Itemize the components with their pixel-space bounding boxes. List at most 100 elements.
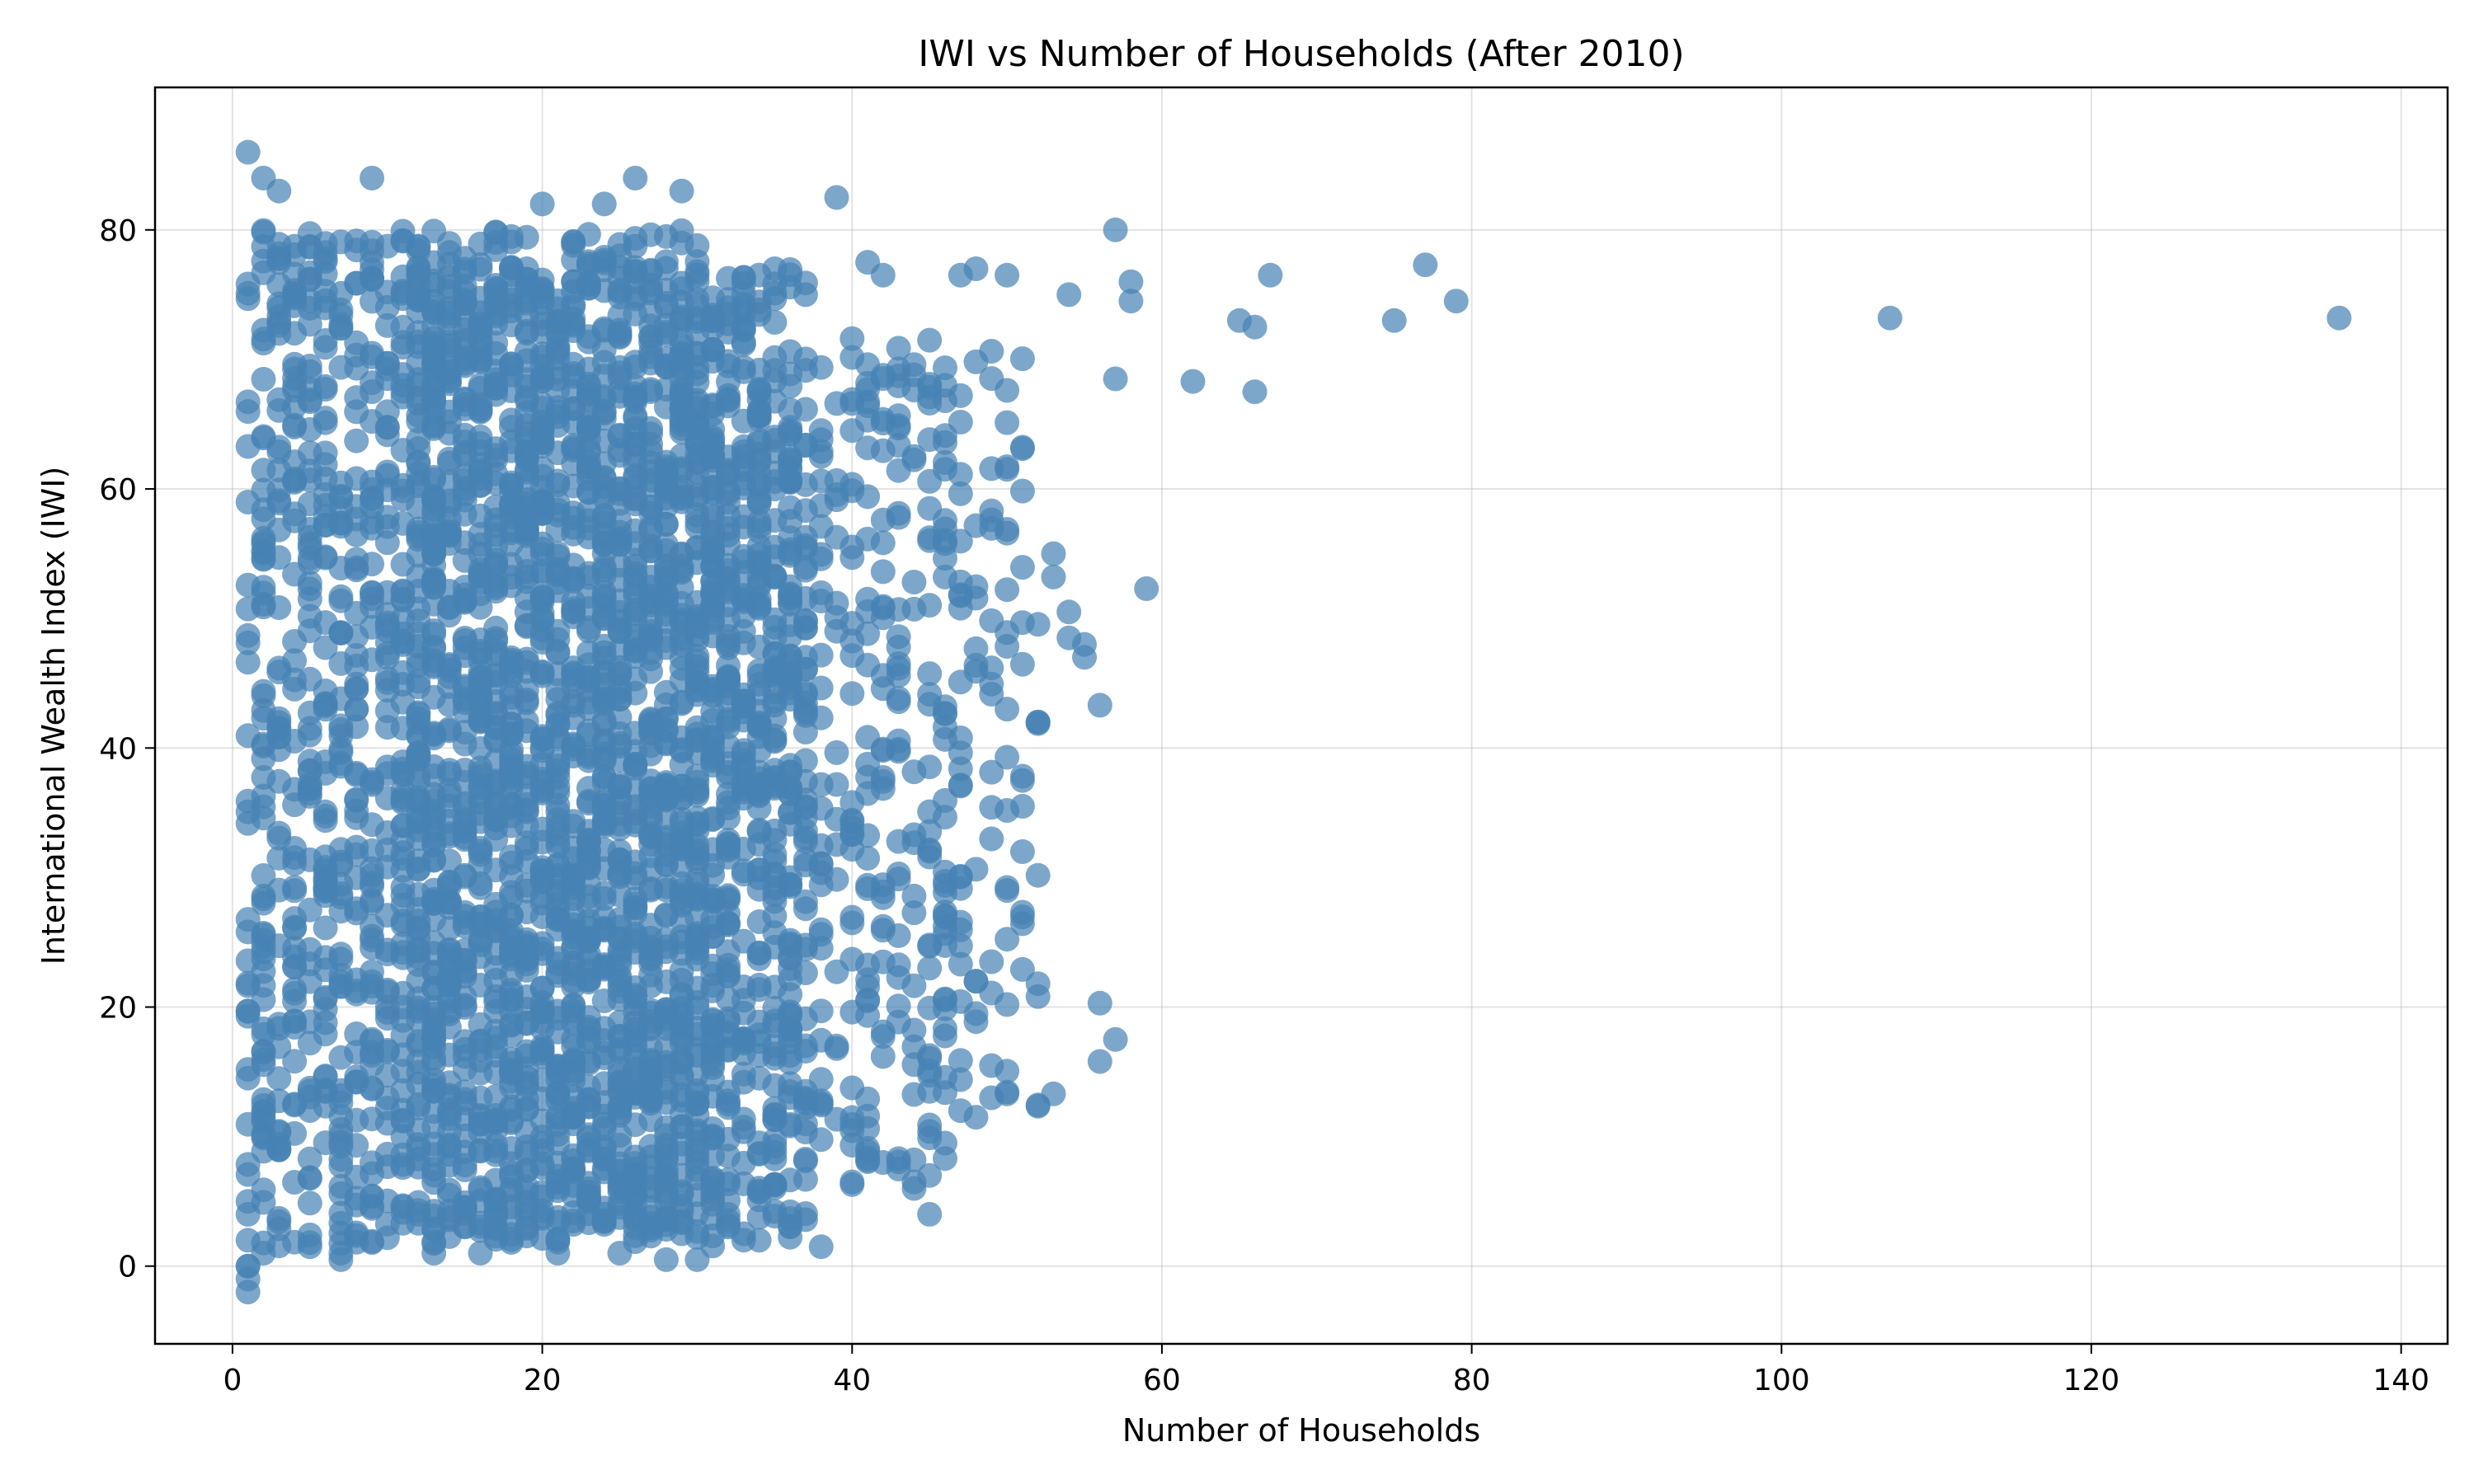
cloud-point <box>576 742 601 768</box>
cloud-point <box>653 635 679 660</box>
cloud-point <box>746 430 772 455</box>
cloud-point <box>390 1142 416 1167</box>
cloud-point <box>251 425 276 451</box>
cloud-point <box>591 428 617 453</box>
cloud-point <box>746 1009 772 1035</box>
cloud-point <box>561 521 586 547</box>
cloud-point <box>251 591 276 617</box>
cloud-point <box>529 751 555 777</box>
cloud-point <box>870 363 896 388</box>
cloud-point <box>235 948 261 974</box>
cloud-point <box>297 1031 322 1056</box>
cloud-point <box>948 756 973 782</box>
data-point <box>1087 693 1112 718</box>
cloud-point <box>870 949 896 974</box>
cloud-point <box>545 1111 571 1137</box>
cloud-point <box>886 336 911 361</box>
cloud-point <box>406 740 431 765</box>
cloud-point <box>870 559 896 585</box>
cloud-point <box>452 994 477 1020</box>
data-point <box>1041 564 1066 589</box>
cloud-point <box>499 1094 524 1120</box>
cloud-point <box>374 312 400 338</box>
data-point <box>1041 541 1066 566</box>
cloud-point <box>948 481 973 506</box>
cloud-point <box>483 507 509 533</box>
cloud-point <box>731 453 756 478</box>
cloud-point <box>840 910 865 936</box>
cloud-point <box>638 565 664 589</box>
cloud-point <box>266 387 292 412</box>
cloud-point <box>235 650 261 675</box>
cloud-point <box>979 608 1004 633</box>
x-tick-label: 40 <box>833 1364 871 1397</box>
data-point <box>1087 990 1112 1016</box>
cloud-point <box>545 702 571 728</box>
cloud-point <box>716 689 741 714</box>
cloud-point <box>344 643 369 668</box>
cloud-point <box>266 488 292 514</box>
cloud-point <box>793 397 818 422</box>
y-tick-label: 80 <box>99 214 137 248</box>
cloud-point <box>529 931 555 956</box>
cloud-point <box>808 860 834 885</box>
cloud-point <box>762 1102 788 1128</box>
cloud-point <box>824 1033 849 1059</box>
cloud-point <box>716 369 741 395</box>
cloud-point <box>684 841 710 866</box>
cloud-point <box>313 335 338 360</box>
cloud-point <box>374 459 400 485</box>
cloud-point <box>561 924 586 950</box>
cloud-point <box>468 256 493 282</box>
cloud-point <box>933 701 957 726</box>
data-point <box>1009 768 1035 793</box>
y-tick-label: 20 <box>99 992 137 1026</box>
cloud-point <box>545 413 571 438</box>
cloud-point <box>979 795 1004 820</box>
cloud-point <box>933 869 957 894</box>
y-axis-ticks: 0 20 40 60 80 <box>99 214 155 1284</box>
cloud-point <box>313 915 338 941</box>
cloud-point <box>561 311 586 336</box>
cloud-point <box>374 399 400 425</box>
cloud-point <box>669 486 694 511</box>
cloud-point <box>963 349 989 374</box>
cloud-point <box>452 345 477 370</box>
cloud-point <box>344 805 369 830</box>
cloud-point <box>297 716 322 741</box>
cloud-point <box>731 630 756 655</box>
cloud-point <box>870 1044 896 1069</box>
cloud-point <box>684 654 710 679</box>
cloud-point <box>917 932 943 958</box>
cloud-point <box>313 492 338 518</box>
cloud-point <box>855 1086 881 1111</box>
cloud-point <box>607 1205 633 1230</box>
cloud-point <box>297 312 322 337</box>
cloud-point <box>917 838 943 864</box>
cloud-point <box>591 1134 617 1160</box>
cloud-point <box>933 987 957 1012</box>
cloud-point <box>251 890 276 916</box>
cloud-point <box>793 555 818 580</box>
cloud-point <box>545 799 571 824</box>
cloud-point <box>282 415 308 439</box>
cloud-point <box>886 597 911 622</box>
cloud-point <box>452 1158 477 1182</box>
cloud-point <box>421 889 447 914</box>
cloud-point <box>436 240 462 265</box>
data-point <box>545 1241 571 1266</box>
cloud-point <box>529 490 555 515</box>
cloud-point <box>778 874 803 899</box>
cloud-point <box>374 903 400 928</box>
data-point <box>917 1201 943 1227</box>
cloud-point <box>778 800 803 825</box>
cloud-point <box>266 706 292 731</box>
cloud-point <box>344 385 369 411</box>
cloud-point <box>1009 651 1035 677</box>
data-point <box>1103 217 1128 242</box>
cloud-point <box>684 1016 710 1041</box>
cloud-point <box>421 1019 447 1045</box>
dense-point-cloud <box>235 218 1051 1259</box>
cloud-point <box>762 469 788 495</box>
cloud-point <box>297 1009 322 1035</box>
